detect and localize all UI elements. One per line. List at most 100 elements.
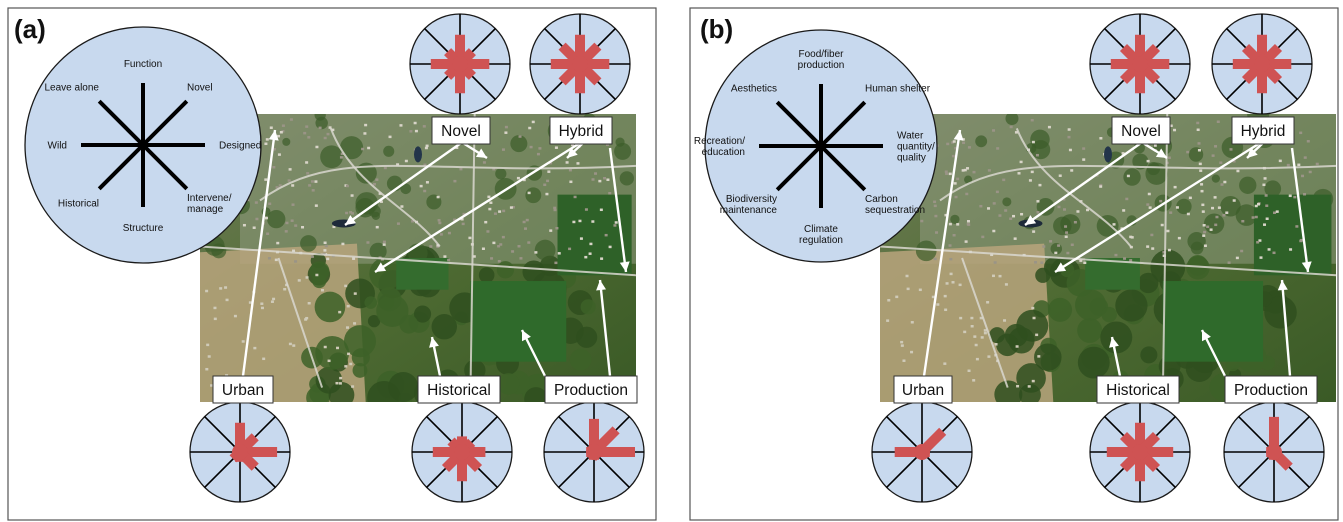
panel-b-house	[990, 253, 994, 257]
panel-b-house	[1019, 160, 1023, 164]
panel-b-house	[970, 325, 974, 328]
panel-a-rose-hub	[572, 56, 588, 72]
panel-b-tree-cluster	[1132, 153, 1149, 170]
panel-b-axis-label: Biodiversity maintenance	[720, 194, 778, 216]
panel-b-tree-cluster	[994, 380, 1023, 402]
panel-b-rose-spoke	[1238, 451, 1275, 488]
panel-a: (a) Function Novel Designed Intervene/manag…	[7, 7, 657, 521]
panel-b-house	[936, 303, 940, 306]
panel-a-crop-field	[470, 281, 567, 362]
panel-b-house	[1201, 203, 1205, 207]
panel-a-house	[534, 251, 538, 254]
panel-a-axis-label: Intervene/manage	[187, 193, 232, 215]
panel-a-house	[366, 241, 370, 244]
panel-a-house	[459, 167, 463, 171]
panel-b-house	[996, 147, 1000, 150]
panel-b-house	[1202, 234, 1206, 237]
panel-a-house	[315, 145, 319, 149]
panel-a-house	[213, 317, 217, 321]
panel-a-house	[591, 178, 595, 181]
panel-a-house	[336, 346, 340, 350]
panel-b-house	[1209, 228, 1213, 231]
panel-a-rose-hub	[454, 444, 470, 460]
panel-b-axis-label: Water quantity/quality	[897, 131, 935, 164]
panel-a-house	[305, 276, 309, 279]
panel-b-house	[952, 233, 956, 237]
panel-a-house	[554, 261, 558, 265]
panel-a-house	[339, 156, 343, 159]
panel-b-house	[1099, 183, 1103, 187]
panel-b-tree-cluster	[1018, 383, 1041, 402]
panel-b-rose-spoke	[1238, 416, 1275, 453]
panel-a-house	[269, 126, 273, 129]
panel-a-house	[346, 326, 350, 329]
panel-a-house	[287, 179, 291, 182]
panel-a-rose-hub	[586, 444, 602, 460]
panel-b-house	[1206, 225, 1210, 229]
panel-a-tree-cluster	[522, 260, 546, 284]
panel-a-house	[248, 301, 252, 304]
panel-a-house	[305, 161, 309, 164]
panel-b-house	[1031, 306, 1035, 310]
panel-b-letter: (b)	[700, 14, 733, 44]
panel-b-crop-field	[1253, 194, 1332, 276]
panel-b-house	[995, 190, 999, 194]
panel-b: (b) Food/fiber production Human shelter Wat…	[689, 7, 1339, 521]
panel-b-house	[1211, 154, 1215, 157]
panel-b-tree-cluster	[1138, 272, 1159, 294]
panel-b-rose-spoke	[886, 451, 923, 488]
panel-b-house	[1254, 215, 1258, 219]
panel-b-axis-label-line: sequestration	[865, 205, 925, 216]
panel-b-house	[910, 321, 914, 324]
panel-b-tree-cluster	[1150, 249, 1186, 285]
panel-b-axis-label-line: maintenance	[720, 205, 778, 216]
panel-b-house	[1299, 239, 1303, 243]
panel-b-arrow-head	[1301, 261, 1312, 272]
panel-a-house	[307, 301, 311, 305]
panel-b-label-box	[1224, 375, 1318, 404]
panel-b-rose-urban	[871, 401, 973, 503]
panel-a-house	[260, 302, 264, 305]
panel-b-house	[1297, 163, 1301, 167]
panel-b-tree-cluster	[1100, 321, 1133, 354]
panel-b-rose-production	[1223, 401, 1325, 503]
panel-a-rose-production	[543, 401, 645, 503]
panel-b-house	[1049, 240, 1053, 243]
panel-a-house	[437, 219, 441, 222]
panel-a-house	[375, 225, 379, 229]
panel-b-label-box	[1231, 116, 1295, 145]
panel-b-house	[1017, 172, 1021, 175]
panel-b-house	[967, 146, 971, 149]
panel-b-house	[1002, 178, 1006, 182]
panel-b-house	[886, 319, 890, 322]
panel-b-label-historical: Historical	[1106, 382, 1170, 399]
panel-a-house	[335, 381, 339, 385]
panel-a-key-spoke	[97, 99, 145, 147]
panel-a-axis-label-line: Intervene/	[187, 193, 232, 204]
panel-b-house	[992, 229, 996, 233]
panel-a-house	[468, 236, 472, 240]
panel-b-house	[948, 244, 952, 247]
panel-a-house	[553, 206, 557, 210]
panel-b-axis-label-line: production	[798, 60, 845, 71]
panel-b-house	[1162, 251, 1166, 254]
panel-b-house	[1235, 256, 1239, 260]
panel-a-house	[486, 230, 490, 233]
key-diagram-a: Function Novel Designed Intervene/manage Str…	[24, 26, 262, 264]
panel-a-house	[600, 257, 604, 260]
panel-b-house	[1299, 131, 1303, 135]
panel-b-axis-label: Food/fiber production	[798, 49, 845, 71]
panel-b-tree-cluster	[1048, 297, 1073, 322]
panel-a-house	[598, 179, 602, 183]
panel-a-house	[504, 131, 508, 134]
panel-a-tree-cluster	[315, 335, 350, 370]
panel-a-house	[344, 365, 348, 368]
panel-a-house	[351, 385, 355, 388]
panel-a-house	[497, 244, 501, 248]
panel-a-road	[277, 257, 324, 388]
panel-b-house	[1122, 209, 1126, 212]
panel-b-house	[1169, 211, 1173, 214]
panel-b-house	[1166, 229, 1170, 233]
panel-b-house	[931, 295, 935, 299]
panel-a-arrow-shaft	[344, 142, 462, 226]
